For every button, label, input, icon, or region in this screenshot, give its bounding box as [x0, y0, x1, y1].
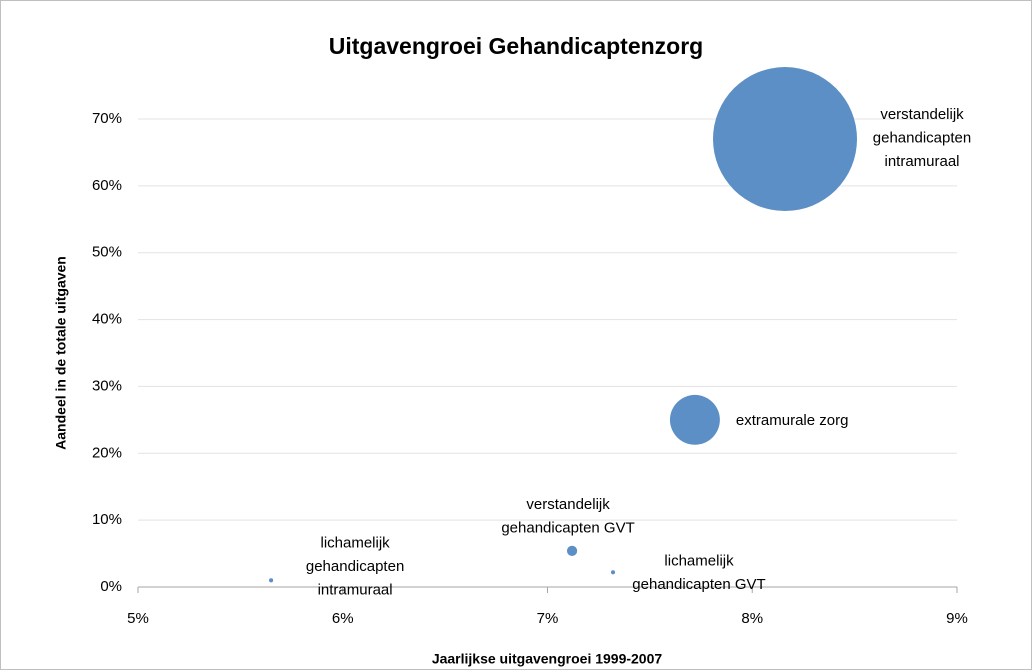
data-label: lichamelijk gehandicapten GVT [632, 552, 765, 593]
y-tick-label: 0% [100, 578, 122, 595]
data-label-line: intramuraal [884, 153, 959, 170]
data-label-line: verstandelijk [880, 106, 964, 123]
x-tick-label: 9% [946, 610, 968, 627]
data-label: lichamelijk gehandicapten intramuraal [306, 534, 404, 598]
data-label-line: verstandelijk [526, 496, 610, 513]
x-tick-label: 6% [332, 610, 354, 627]
bubble [610, 570, 616, 575]
x-tick-label: 8% [741, 610, 763, 627]
data-label-line: gehandicapten GVT [632, 576, 765, 593]
y-tick-label: 70% [92, 110, 122, 127]
y-tick-label: 30% [92, 377, 122, 394]
bubble [669, 394, 720, 445]
x-axis-title: Jaarlijkse uitgavengroei 1999-2007 [432, 651, 663, 667]
data-label-line: extramurale zorg [736, 412, 849, 429]
bubble [566, 545, 578, 556]
data-label-line: lichamelijk [320, 534, 390, 551]
bubble [713, 67, 858, 212]
x-tick-label: 5% [127, 610, 149, 627]
y-tick-label: 60% [92, 177, 122, 194]
chart-title: Uitgavengroei Gehandicaptenzorg [329, 33, 703, 59]
x-tick-label: 7% [537, 610, 559, 627]
data-label-line: gehandicapten [306, 558, 404, 575]
data-label-line: gehandicapten GVT [501, 519, 634, 536]
y-tick-label: 10% [92, 511, 122, 528]
y-axis-title: Aandeel in de totale uitgaven [53, 256, 69, 450]
data-label-line: gehandicapten [873, 130, 971, 147]
data-label: extramurale zorg [736, 412, 849, 429]
data-label: verstandelijk gehandicapten GVT [501, 496, 634, 537]
bubble [269, 578, 274, 583]
data-label-line: lichamelijk [664, 552, 734, 569]
y-tick-label: 20% [92, 444, 122, 461]
data-label-line: intramuraal [318, 581, 393, 598]
y-tick-label: 40% [92, 311, 122, 328]
data-label: verstandelijk gehandicapten intramuraal [873, 106, 971, 170]
y-tick-label: 50% [92, 244, 122, 261]
